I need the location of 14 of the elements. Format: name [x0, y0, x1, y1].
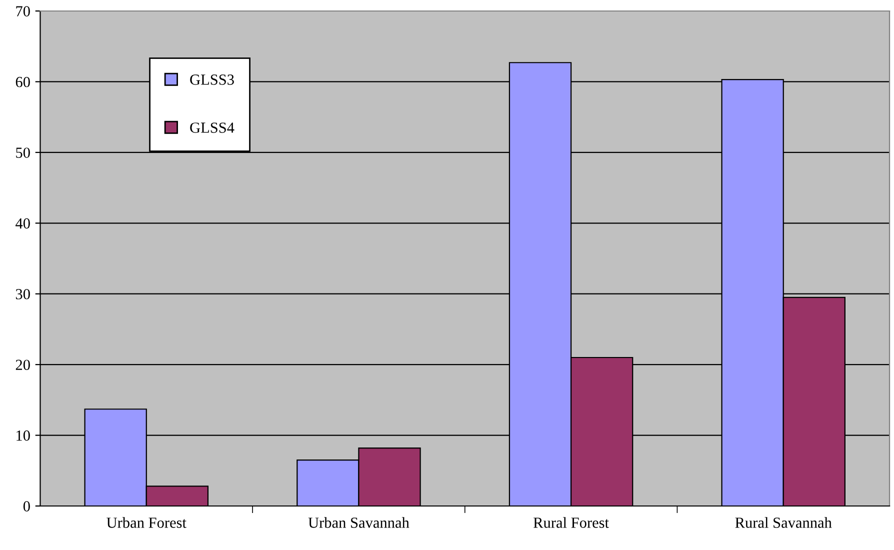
x-tick-label: Urban Forest [106, 517, 186, 528]
y-tick-label: 10 [16, 430, 30, 441]
y-tick-label: 50 [16, 148, 30, 158]
y-tick-label: 0 [23, 501, 30, 512]
x-tick-label: Urban Savannah [308, 517, 410, 528]
x-tick-label: Rural Forest [534, 517, 609, 528]
y-tick-label: 60 [16, 76, 30, 88]
legend-label: GLSS3 [190, 74, 234, 85]
y-tick-label: 40 [16, 218, 30, 229]
y-tick-label: 30 [16, 289, 30, 300]
legend-label: GLSS4 [190, 122, 234, 133]
x-tick-label: Rural Savannah [735, 517, 832, 528]
y-tick-label: 70 [16, 6, 30, 16]
y-tick-label: 20 [16, 360, 30, 370]
